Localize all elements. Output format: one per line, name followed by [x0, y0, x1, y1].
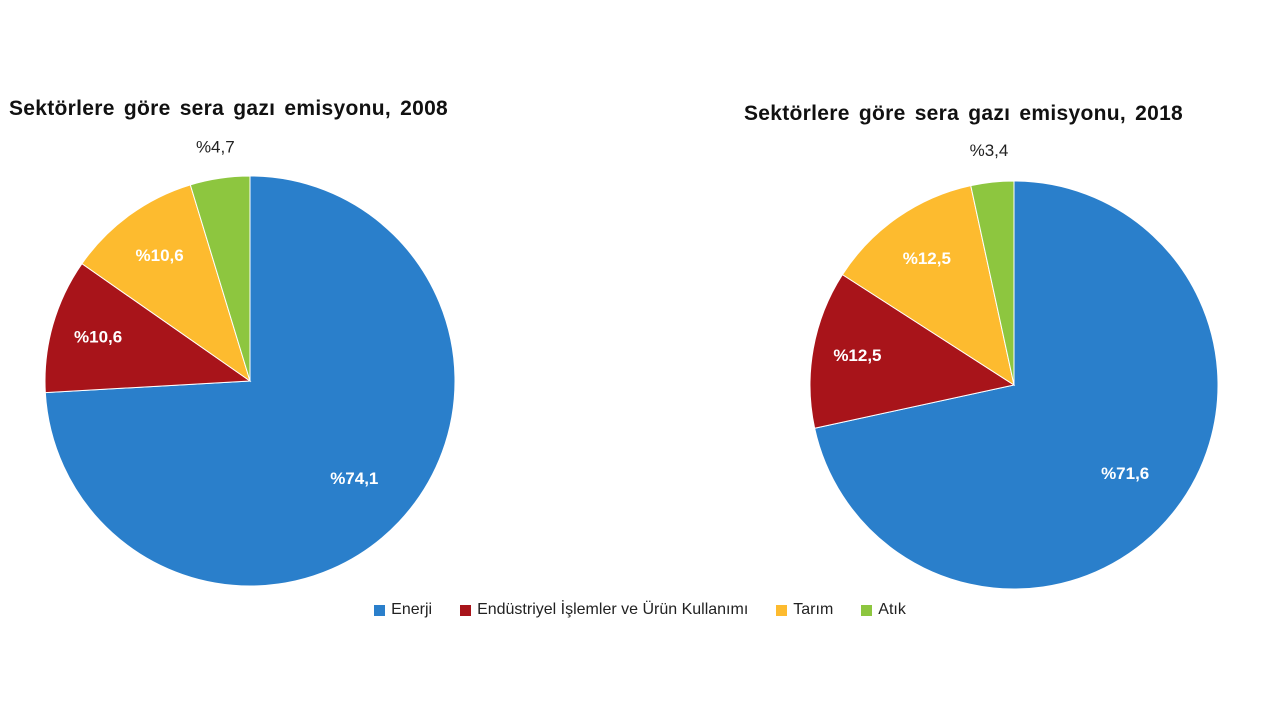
pie-slice-tarim	[81, 184, 251, 383]
legend-swatch-enerji	[374, 604, 386, 616]
chart-title-2018: Sektörlere göre sera gazı emisyonu, 2018	[744, 102, 1184, 125]
pie-slice-tarim	[841, 185, 1015, 387]
data-label-endustriyel: %10,6	[74, 327, 122, 346]
data-label-atik: %3,4	[970, 141, 1009, 160]
legend-swatch-tarim	[776, 604, 788, 616]
data-label-tarim: %12,5	[903, 249, 951, 268]
legend-label-tarim: Tarım	[793, 601, 834, 618]
pie-slice-endustriyel	[44, 262, 252, 394]
legend-item-enerji: Enerji	[374, 601, 432, 619]
legend-item-endustriyel: Endüstriyel İşlemler ve Ürün Kullanımı	[460, 601, 748, 619]
data-label-enerji: %74,1	[330, 469, 378, 488]
pie-slice-endustriyel	[809, 273, 1016, 429]
data-label-atik: %4,7	[196, 137, 235, 156]
legend-label-atik: Atık	[878, 601, 906, 618]
legend-label-enerji: Enerji	[391, 601, 433, 618]
legend-item-tarim: Tarım	[776, 601, 833, 619]
data-label-enerji: %71,6	[1101, 464, 1149, 483]
pie-slice-atik	[970, 180, 1015, 386]
legend-swatch-atik	[861, 604, 873, 616]
pie-slice-atik	[189, 175, 251, 382]
legend-item-atik: Atık	[861, 601, 906, 619]
legend-label-endustriyel: Endüstriyel İşlemler ve Ürün Kullanımı	[477, 601, 749, 618]
chart-title-2008: Sektörlere göre sera gazı emisyonu, 2008	[9, 97, 449, 120]
legend-swatch-endustriyel	[460, 604, 472, 616]
data-label-tarim: %10,6	[136, 246, 184, 265]
data-label-endustriyel: %12,5	[833, 346, 881, 365]
legend: Enerji Endüstriyel İşlemler ve Ürün Kull…	[0, 601, 1280, 619]
pie-slice-enerji	[814, 180, 1219, 590]
